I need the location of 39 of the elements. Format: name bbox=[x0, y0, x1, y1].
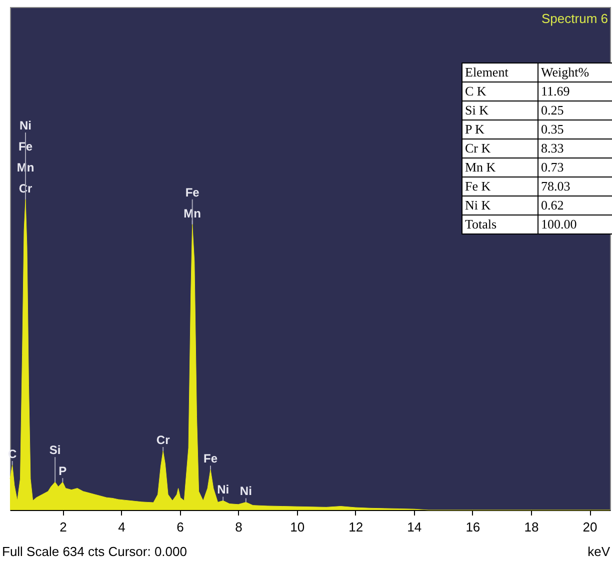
text: 0.35 bbox=[541, 122, 564, 136]
text: Element bbox=[465, 64, 509, 80]
text: P K bbox=[465, 122, 485, 136]
x-tick-label: 2 bbox=[60, 520, 67, 534]
x-tick-label: 10 bbox=[290, 520, 305, 534]
text: Cr K bbox=[465, 140, 492, 156]
annotation: Ni bbox=[20, 118, 32, 133]
text: 0.73 bbox=[541, 160, 564, 174]
text: Si K bbox=[465, 102, 490, 118]
annotation: Totals bbox=[465, 216, 497, 232]
text: Weight% bbox=[541, 64, 590, 80]
annotation: Fe bbox=[185, 185, 200, 200]
annotation: Ni bbox=[217, 482, 230, 497]
annotation: Fe bbox=[203, 452, 218, 466]
text: 8.33 bbox=[541, 140, 564, 156]
text: Full Scale 634 cts Cursor: 0.000 bbox=[2, 544, 187, 559]
x-tick-label: 12 bbox=[348, 520, 364, 534]
x-tick-label: 8 bbox=[235, 520, 242, 534]
chart-title: Spectrum 6 bbox=[542, 11, 608, 26]
text: 11.69 bbox=[541, 84, 570, 98]
annotation: P bbox=[58, 464, 67, 478]
annotation: Si bbox=[49, 443, 61, 458]
x-tick-label: 14 bbox=[407, 520, 422, 534]
text: Mn K bbox=[465, 160, 496, 174]
x-tick-label: 16 bbox=[466, 520, 480, 534]
annotation: Cr bbox=[156, 433, 170, 448]
text: 78.03 bbox=[541, 178, 570, 194]
text: C K bbox=[465, 84, 487, 98]
text: Fe K bbox=[465, 178, 492, 194]
annotation: Ni K bbox=[465, 198, 492, 212]
x-tick-label: 20 bbox=[582, 520, 598, 534]
annotation: 100.00 bbox=[541, 216, 577, 232]
x-tick-label: 18 bbox=[524, 520, 539, 534]
x-tick-label: 6 bbox=[176, 520, 184, 534]
annotation: Ni bbox=[240, 484, 252, 498]
x-tick-label: 4 bbox=[118, 520, 126, 534]
annotation: 0.62 bbox=[541, 198, 564, 212]
x-axis-title: keV bbox=[588, 544, 610, 559]
text: 0.25 bbox=[541, 102, 564, 118]
